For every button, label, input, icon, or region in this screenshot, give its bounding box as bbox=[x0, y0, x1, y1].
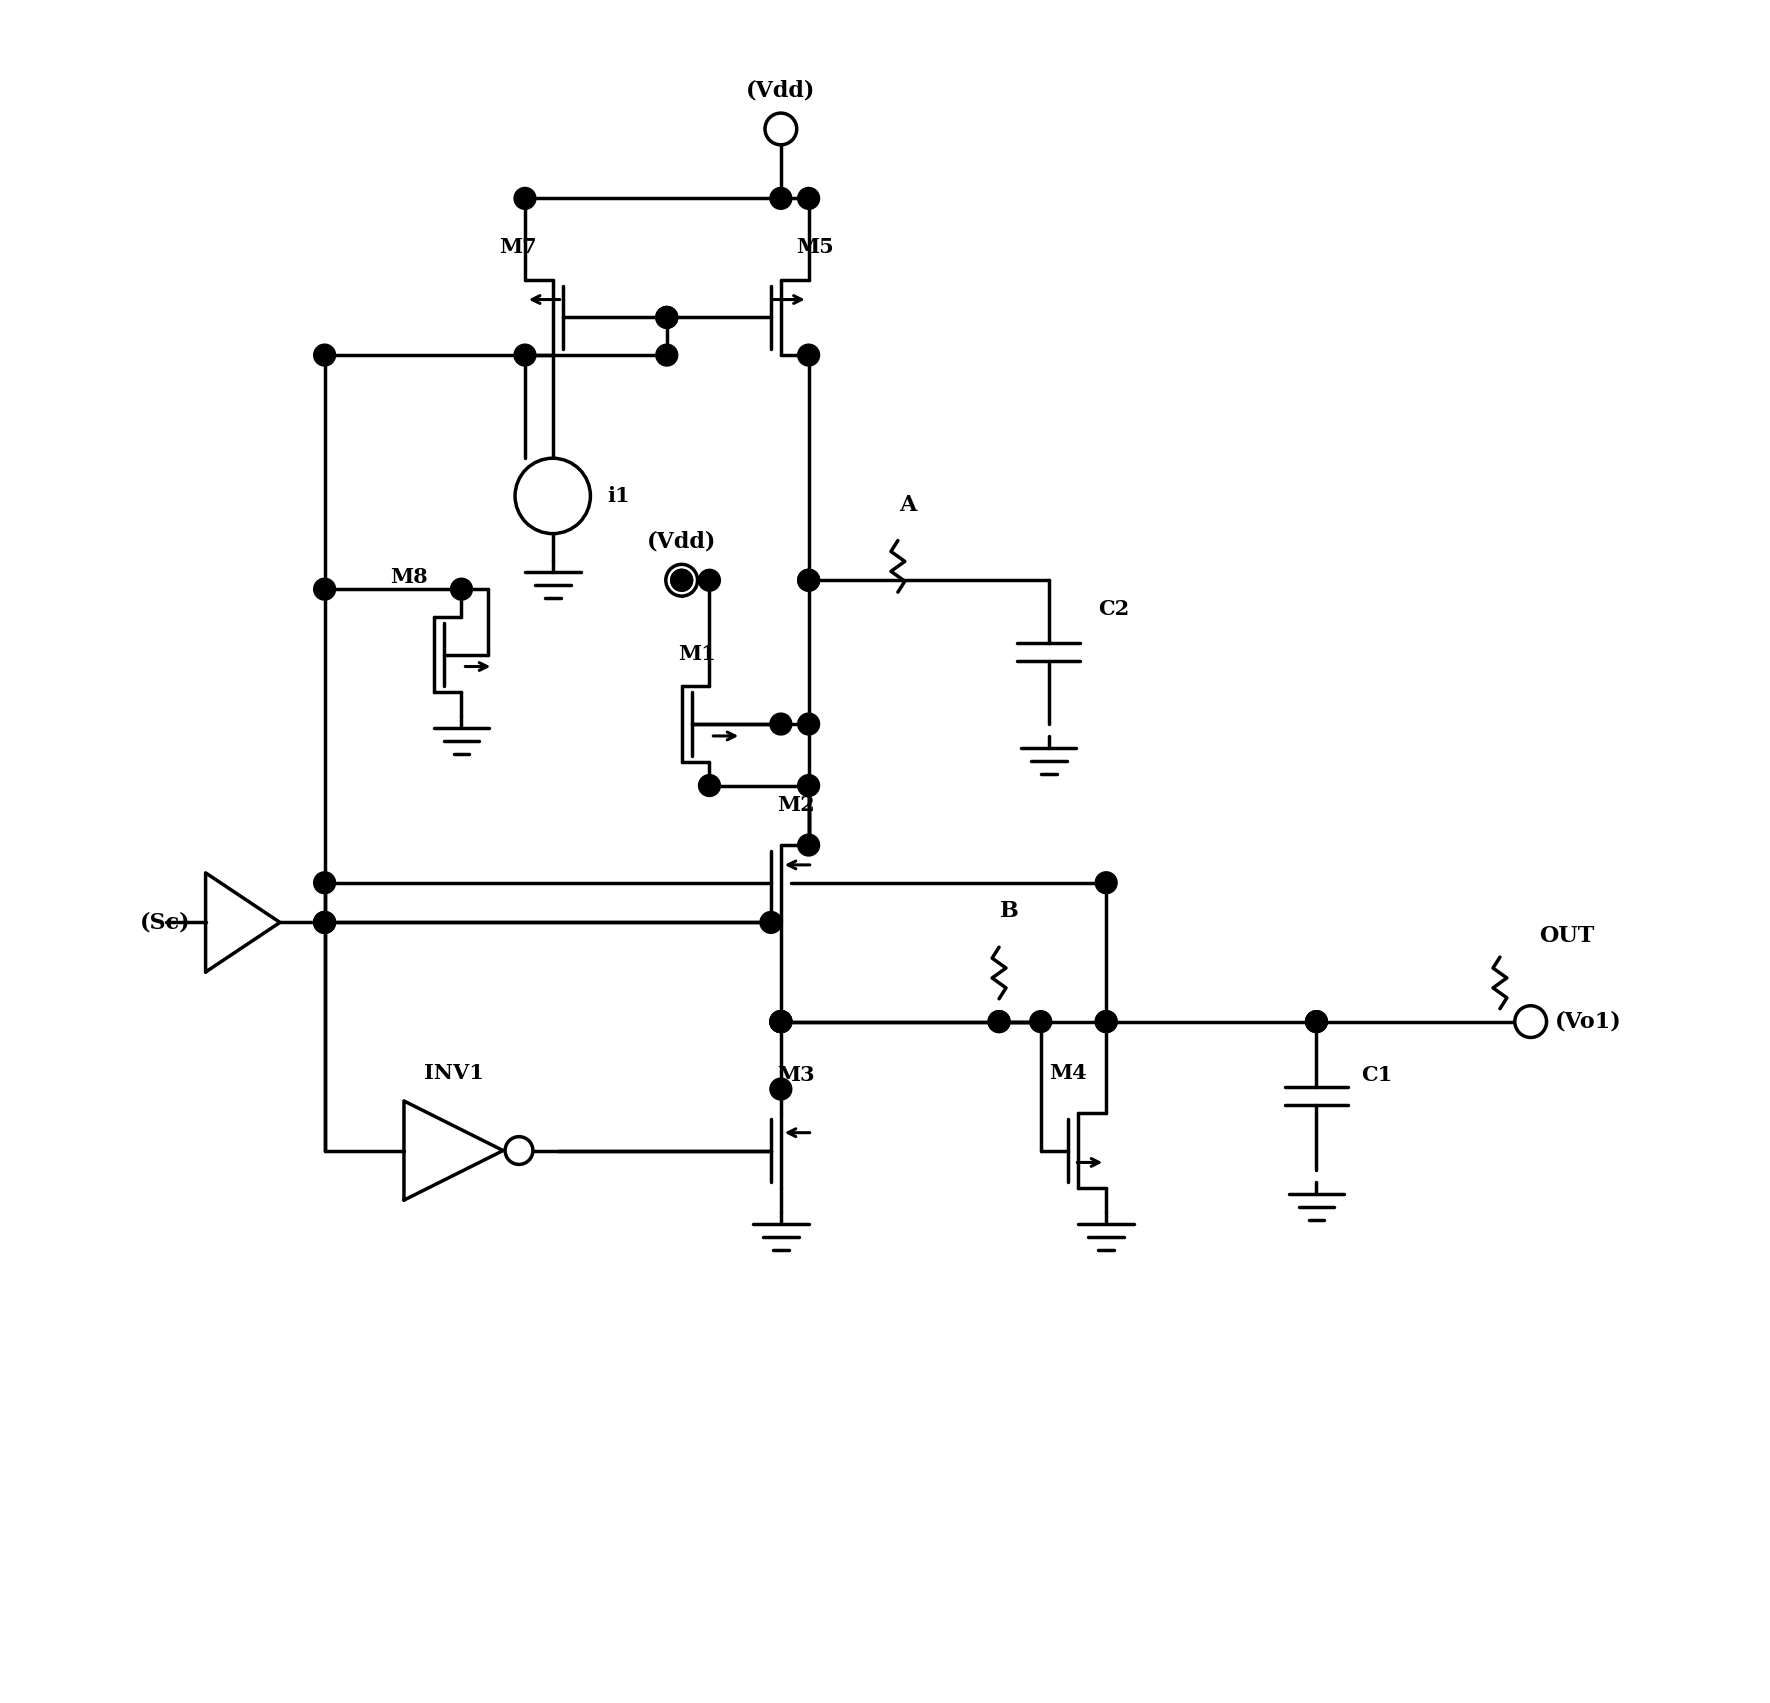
Circle shape bbox=[770, 714, 791, 736]
Text: M5: M5 bbox=[796, 237, 834, 257]
Text: M1: M1 bbox=[678, 644, 715, 664]
Circle shape bbox=[798, 344, 820, 366]
Circle shape bbox=[988, 1010, 1011, 1032]
Text: M3: M3 bbox=[777, 1064, 814, 1085]
Circle shape bbox=[988, 1010, 1011, 1032]
Circle shape bbox=[513, 187, 536, 209]
Circle shape bbox=[1096, 1010, 1117, 1032]
Circle shape bbox=[798, 569, 820, 591]
Text: (Vdd): (Vdd) bbox=[747, 78, 816, 100]
Circle shape bbox=[770, 187, 791, 209]
Text: C1: C1 bbox=[1361, 1064, 1393, 1085]
Circle shape bbox=[451, 579, 473, 599]
Circle shape bbox=[699, 775, 720, 797]
Circle shape bbox=[1306, 1010, 1328, 1032]
Circle shape bbox=[671, 569, 692, 591]
Text: (Sc): (Sc) bbox=[140, 911, 191, 933]
Circle shape bbox=[798, 775, 820, 797]
Circle shape bbox=[313, 911, 336, 933]
Circle shape bbox=[504, 1136, 533, 1165]
Circle shape bbox=[798, 187, 820, 209]
Text: i1: i1 bbox=[607, 485, 630, 506]
Circle shape bbox=[313, 872, 336, 894]
Circle shape bbox=[657, 344, 678, 366]
Circle shape bbox=[513, 344, 536, 366]
Circle shape bbox=[770, 1010, 791, 1032]
Text: OUT: OUT bbox=[1540, 925, 1595, 947]
Text: M2: M2 bbox=[777, 795, 814, 816]
Text: M8: M8 bbox=[389, 567, 428, 588]
Circle shape bbox=[1515, 1006, 1547, 1037]
Circle shape bbox=[798, 834, 820, 857]
Circle shape bbox=[657, 307, 678, 329]
Text: M4: M4 bbox=[1050, 1063, 1087, 1083]
Circle shape bbox=[657, 307, 678, 329]
Text: (Vdd): (Vdd) bbox=[648, 530, 717, 552]
Circle shape bbox=[1096, 872, 1117, 894]
Text: INV1: INV1 bbox=[423, 1063, 483, 1083]
Circle shape bbox=[515, 458, 591, 533]
Circle shape bbox=[313, 344, 336, 366]
Text: C2: C2 bbox=[1097, 599, 1129, 618]
Text: (Vo1): (Vo1) bbox=[1554, 1010, 1621, 1032]
Circle shape bbox=[1096, 1010, 1117, 1032]
Circle shape bbox=[770, 1078, 791, 1100]
Circle shape bbox=[1030, 1010, 1051, 1032]
Circle shape bbox=[798, 714, 820, 736]
Circle shape bbox=[699, 569, 720, 591]
Circle shape bbox=[671, 569, 692, 591]
Circle shape bbox=[1306, 1010, 1328, 1032]
Text: A: A bbox=[899, 494, 917, 516]
Circle shape bbox=[666, 564, 697, 596]
Circle shape bbox=[313, 911, 336, 933]
Text: B: B bbox=[1000, 901, 1018, 923]
Circle shape bbox=[313, 579, 336, 599]
Circle shape bbox=[770, 1010, 791, 1032]
Circle shape bbox=[765, 112, 796, 145]
Circle shape bbox=[770, 1010, 791, 1032]
Circle shape bbox=[759, 911, 782, 933]
Circle shape bbox=[770, 1010, 791, 1032]
Circle shape bbox=[798, 569, 820, 591]
Text: M7: M7 bbox=[499, 237, 536, 257]
